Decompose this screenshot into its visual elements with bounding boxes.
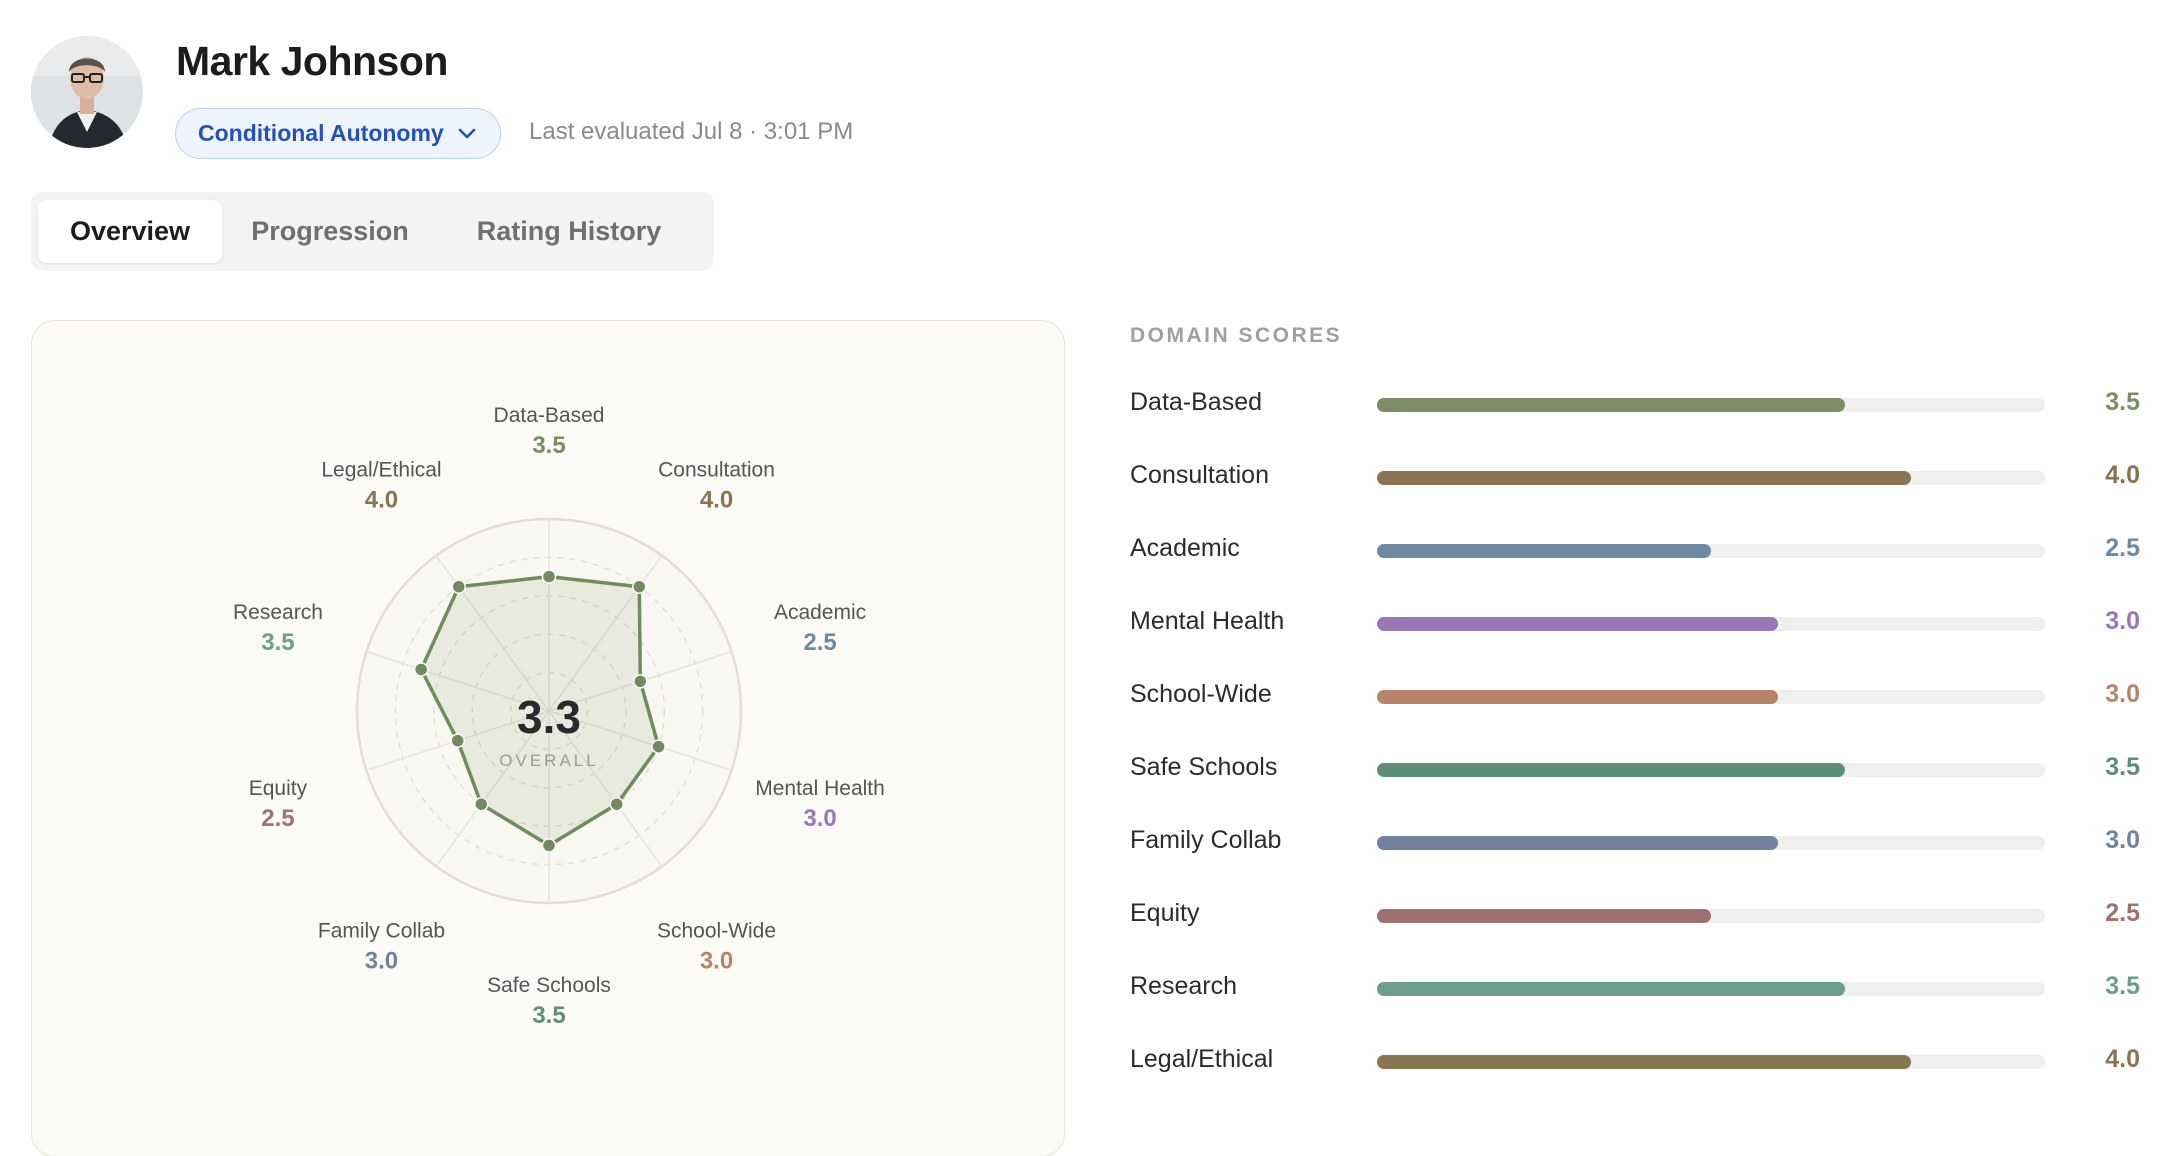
domain-score-value: 4.0 [2105,461,2140,489]
domain-score-row: Family Collab 3.0 [1130,821,2140,861]
domain-score-value: 2.5 [2105,534,2140,562]
domain-score-value: 3.5 [2105,388,2140,416]
avatar [31,36,143,148]
radar-spoke [435,710,550,867]
radar-axis-label: Data-Based [494,404,605,427]
domain-score-label: Legal/Ethical [1130,1045,1274,1073]
domain-score-row: Research 3.5 [1130,967,2140,1007]
domain-score-bar [1377,982,1845,996]
domain-score-row: Data-Based 3.5 [1130,383,2140,423]
radar-axis-label: Legal/Ethical [321,458,441,481]
domain-score-row: Mental Health 3.0 [1130,602,2140,642]
radar-axis-value: 2.5 [803,629,836,656]
radar-axis-label: Equity [249,777,308,800]
domain-score-bar [1377,836,1778,850]
radar-spoke [366,650,550,712]
tab-rating-history[interactable]: Rating History [476,216,662,246]
radar-axis-value: 3.0 [700,948,733,975]
domain-score-value: 2.5 [2105,899,2140,927]
domain-score-label: Data-Based [1130,388,1263,416]
domain-score-value: 3.0 [2105,680,2140,708]
overall-score-value: 3.3 [517,691,581,743]
radar-axis-value: 3.5 [261,629,294,656]
domain-score-track [1377,617,2045,631]
domain-score-track [1377,763,2045,777]
domain-score-label: Academic [1130,534,1240,562]
radar-point [633,674,648,689]
radar-axis-label: Consultation [658,458,775,481]
domain-score-track [1377,1055,2045,1069]
domain-score-bar [1377,909,1711,923]
domain-score-label: School-Wide [1130,680,1272,708]
radar-spoke [548,710,732,772]
domain-score-row: Consultation 4.0 [1130,456,2140,496]
domain-score-bar [1377,471,1912,485]
overall-score-label: OVERALL [499,751,598,770]
domain-score-value: 3.5 [2105,972,2140,1000]
domain-score-bar [1377,690,1778,704]
radar-point [541,838,557,853]
radar-point [651,739,666,754]
domain-score-bar [1377,544,1711,558]
autonomy-level-dropdown[interactable]: Conditional Autonomy [175,108,501,159]
domain-score-track [1377,398,2045,412]
domain-score-value: 3.5 [2105,753,2140,781]
profile-name: Mark Johnson [176,38,448,84]
domain-score-bar [1377,763,1845,777]
radar-axis-label: Family Collab [318,920,445,943]
radar-axis-value: 4.0 [365,486,398,513]
radar-chart-card: 3.3 OVERALL Data-Based 3.5 Consultation 4.0 Ac… [31,320,1065,1156]
radar-point [451,579,466,594]
autonomy-level-label: Conditional Autonomy [198,120,444,146]
radar-axis-value: 3.0 [803,805,836,832]
domain-score-bar [1377,1055,1912,1069]
domain-score-row: Equity 2.5 [1130,894,2140,934]
domain-score-label: Family Collab [1130,826,1282,854]
radar-point [474,796,489,812]
radar-point [609,796,624,812]
radar-axis-value: 3.5 [532,1002,565,1029]
radar-point [541,569,557,584]
domain-score-bar [1377,398,1845,412]
domain-score-label: Safe Schools [1130,753,1278,781]
domain-score-track [1377,544,2045,558]
domain-score-row: School-Wide 3.0 [1130,675,2140,715]
radar-axis-label: Mental Health [755,777,885,800]
radar-axis-value: 2.5 [261,805,294,832]
domain-score-value: 3.0 [2105,607,2140,635]
radar-point [450,733,465,748]
radar-chart: 3.3 OVERALL Data-Based 3.5 Consultation 4.0 Ac… [233,404,885,1029]
radar-axis-label: Research [233,601,323,624]
radar-axis-value: 3.0 [365,948,398,975]
radar-axis-value: 3.5 [532,432,565,459]
domain-score-row: Legal/Ethical 4.0 [1130,1040,2140,1080]
domain-score-label: Research [1130,972,1237,1000]
radar-spoke [548,710,663,867]
domain-score-label: Equity [1130,899,1200,927]
domain-score-label: Mental Health [1130,607,1285,635]
domain-score-track [1377,690,2045,704]
domain-score-label: Consultation [1130,461,1269,489]
domain-scores-title: DOMAIN SCORES [1130,324,1343,347]
tab-bar: Overview Progression Rating History [31,192,714,271]
tab-overview[interactable]: Overview [38,200,222,263]
tab-progression[interactable]: Progression [251,216,409,246]
radar-axis-label: Academic [774,601,866,624]
last-evaluated-timestamp: Last evaluated Jul 8 · 3:01 PM [529,118,854,145]
radar-axis-label: Safe Schools [487,974,611,997]
domain-score-row: Safe Schools 3.5 [1130,748,2140,788]
domain-score-track [1377,909,2045,923]
domain-score-track [1377,982,2045,996]
domain-score-bar [1377,617,1778,631]
chevron-down-icon [458,128,476,138]
domain-score-row: Academic 2.5 [1130,529,2140,569]
domain-score-track [1377,471,2045,485]
radar-point [413,662,429,677]
radar-point [632,579,647,594]
domain-score-track [1377,836,2045,850]
radar-axis-label: School-Wide [657,920,776,943]
radar-axis-value: 4.0 [700,486,733,513]
domain-score-value: 3.0 [2105,826,2140,854]
domain-score-value: 4.0 [2105,1045,2140,1073]
